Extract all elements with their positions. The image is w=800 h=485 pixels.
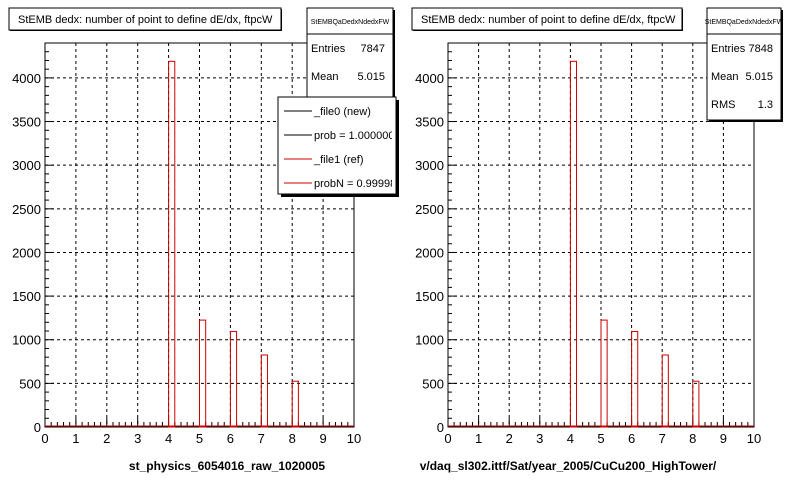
y-tick-label: 1000 [12, 333, 41, 348]
legend: _file0 (new) prob = 1.000000 _file1 (ref) p… [284, 106, 402, 190]
x-tick-label: 10 [347, 431, 361, 446]
x-tick-label: 0 [41, 431, 48, 446]
histogram-bar [260, 354, 268, 428]
x-tick-label: 6 [227, 431, 234, 446]
y-tick-label: 2000 [12, 245, 41, 260]
x-tick-label: 9 [319, 431, 326, 446]
histogram-bar [229, 330, 238, 428]
y-tick-label: 1500 [12, 289, 41, 304]
histogram-bar [199, 319, 207, 428]
x-tick-label: 6 [628, 431, 635, 446]
histogram-bar [569, 60, 578, 428]
stats-label: RMS [711, 99, 735, 111]
x-tick-label: 9 [720, 431, 727, 446]
x-tick-label: 3 [536, 431, 543, 446]
x-tick-label: 1 [72, 431, 79, 446]
x-tick-label: 1 [475, 431, 482, 446]
x-tick-label: 2 [103, 431, 110, 446]
x-axis-label: st_physics_6054016_raw_1020005 [129, 459, 325, 473]
title-box [8, 7, 282, 31]
histogram-bar [692, 380, 700, 428]
histogram-panel-2: 0 1 2 3 4 5 6 7 8 9 10 0 500 1000 1500 2000 2500 3000 3500… [411, 7, 784, 473]
chart-title: StEMB dedx: number of point to define dE… [18, 14, 273, 26]
stats-title: StEMBQaDedxNdedxFW [705, 19, 784, 26]
histogram-bar [631, 330, 639, 428]
histogram-panel-1: 0 1 2 3 4 5 6 7 8 9 10 0 500 1000 1500 2000 2500 3000 3500… [8, 7, 402, 473]
y-tick-label: 3000 [12, 158, 41, 173]
y-tick-label: 1000 [415, 333, 444, 348]
legend-entry: _file1 (ref) [313, 154, 364, 166]
x-axis-label: v/daq_sl302.ittf/Sat/year_2005/CuCu200_H… [420, 459, 717, 473]
y-tick-label: 1500 [415, 289, 444, 304]
x-tick-label: 3 [134, 431, 141, 446]
stats-label: Mean [311, 71, 339, 83]
y-tick-label: 3500 [415, 115, 444, 130]
y-tick-label: 2000 [415, 245, 444, 260]
histogram-bar [291, 380, 299, 428]
y-tick-label: 4000 [415, 71, 444, 86]
stats-label: Entries [311, 43, 346, 55]
x-tick-label: 10 [747, 431, 761, 446]
stats-value: 7847 [361, 43, 385, 55]
stats-value: 7848 [749, 43, 773, 55]
y-tick-label: 2500 [415, 202, 444, 217]
x-tick-label: 5 [597, 431, 604, 446]
legend-entry: prob = 1.000000 [314, 130, 394, 142]
histogram-bar [168, 60, 176, 428]
histogram-bar [600, 319, 608, 428]
x-tick-label: 7 [659, 431, 666, 446]
chart-title: StEMB dedx: number of point to define dE… [421, 14, 676, 26]
y-tick-label: 0 [437, 420, 444, 435]
legend-entry: probN = 0.999987 [314, 178, 402, 190]
y-tick-label: 3000 [415, 158, 444, 173]
stats-box [706, 7, 782, 121]
stats-label: Entries [711, 43, 746, 55]
stats-label: Mean [711, 71, 739, 83]
x-tick-label: 5 [196, 431, 203, 446]
x-tick-label: 4 [567, 431, 574, 446]
x-tick-label: 4 [165, 431, 172, 446]
x-tick-label: 8 [689, 431, 696, 446]
stats-title: StEMBQaDedxNdedxFW [311, 19, 390, 26]
x-tick-label: 2 [506, 431, 513, 446]
stats-box [306, 7, 394, 114]
x-tick-label: 7 [258, 431, 265, 446]
title-box [411, 7, 683, 31]
histogram-bar [661, 354, 669, 428]
y-tick-label: 3500 [12, 115, 41, 130]
y-tick-label: 500 [19, 376, 41, 391]
y-tick-label: 2500 [12, 202, 41, 217]
stats-value: 5.015 [745, 71, 773, 83]
y-tick-label: 0 [34, 420, 41, 435]
x-tick-label: 0 [444, 431, 451, 446]
x-tick-label: 8 [289, 431, 296, 446]
stats-value: 1.3 [758, 99, 773, 111]
y-tick-label: 500 [422, 376, 444, 391]
legend-entry: _file0 (new) [313, 106, 371, 118]
y-tick-label: 4000 [12, 71, 41, 86]
stats-value: 5.015 [357, 71, 385, 83]
legend-box [277, 96, 397, 195]
